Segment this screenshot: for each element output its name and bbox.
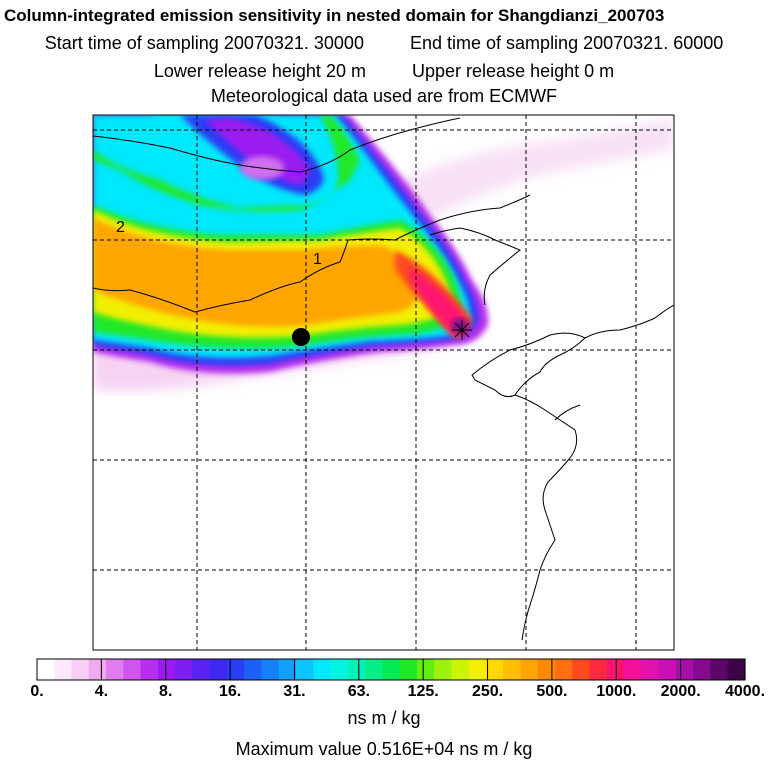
field-band-500: [93, 218, 420, 327]
region-label-1: 1: [313, 251, 322, 268]
colorbar-swatch: [123, 659, 142, 680]
coast-bay: [554, 404, 581, 421]
colorbar-swatch: [520, 659, 539, 680]
maximum-value: 0.516E+04: [366, 739, 455, 759]
colorbar-swatch: [261, 659, 280, 680]
colorbar-swatch: [37, 659, 55, 680]
start-time-label: Start time of sampling: [44, 33, 219, 53]
colorbar-swatch: [209, 659, 228, 680]
sampling-time-line: Start time of sampling 20070321. 30000 E…: [0, 33, 768, 53]
colorbar: [36, 658, 746, 681]
location-dot: [292, 328, 310, 346]
met-data-line: Meteorological data used are from ECMWF: [210, 86, 558, 106]
colorbar-swatch: [693, 659, 712, 680]
colorbar-swatch: [106, 659, 124, 680]
colorbar-swatch: [313, 659, 332, 680]
colorbar-swatch: [157, 659, 176, 680]
field-band-2000: [410, 268, 468, 335]
colorbar-unit: ns m / kg: [347, 708, 421, 728]
colorbar-swatch: [71, 659, 90, 680]
colorbar-swatch: [434, 659, 453, 680]
colorbar-tick-label: 250.: [471, 683, 504, 700]
border-line-3: [429, 227, 521, 306]
colorbar-swatch: [727, 659, 746, 680]
region-label-2: 2: [116, 219, 125, 236]
sensitivity-field: [93, 115, 674, 392]
colorbar-swatch: [88, 659, 107, 680]
upper-height-label: Upper release height: [412, 61, 580, 81]
lower-height-label: Lower release height: [153, 61, 321, 81]
colorbar-tick-label: 4000.: [724, 683, 766, 700]
colorbar-swatch: [244, 659, 263, 680]
colorbar-swatch: [451, 659, 470, 680]
colorbar-swatch: [624, 659, 642, 680]
colorbar-tick-label: 4.: [94, 683, 109, 700]
grid: [93, 115, 674, 650]
colorbar-swatch: [503, 659, 522, 680]
coastlines: [93, 117, 674, 641]
maximum-label: Maximum value: [235, 739, 362, 759]
colorbar-tick-label: 16.: [218, 683, 242, 700]
release-height-line: Lower release height 20 m Upper release …: [0, 61, 768, 81]
colorbar-swatch: [641, 659, 660, 680]
end-time-label: End time of sampling: [410, 33, 579, 53]
colorbar-tick-label: 1000.: [596, 683, 637, 700]
colorbar-swatch: [175, 659, 194, 680]
colorbar-swatch: [416, 659, 435, 680]
chart-title: Column-integrated emission sensitivity i…: [4, 6, 665, 25]
colorbar-tick-label: 63.: [347, 683, 370, 700]
colorbar-swatch: [485, 659, 504, 680]
colorbar-swatch: [54, 659, 73, 680]
colorbar-tick-label: 125.: [407, 683, 439, 700]
colorbar-swatch: [555, 659, 573, 680]
colorbar-swatch: [330, 659, 349, 680]
coast-northeast: [584, 304, 674, 339]
receptor-marker: [452, 320, 472, 340]
colorbar-swatch: [192, 659, 211, 680]
plot-frame: [92, 114, 675, 651]
colorbar-tick-label: 31.: [283, 683, 306, 700]
field-haze-east: [380, 118, 674, 230]
colorbar-swatch: [710, 659, 729, 680]
maximum-value-line: Maximum value 0.516E+04 ns m / kg: [0, 739, 768, 760]
colorbar-swatch: [675, 659, 694, 680]
colorbar-swatch: [572, 659, 591, 680]
colorbar-swatch: [468, 659, 487, 680]
colorbar-swatch: [537, 659, 556, 680]
colorbar-swatch: [347, 659, 366, 680]
lower-height-value: 20 m: [325, 61, 366, 81]
colorbar-swatch: [296, 659, 314, 680]
start-time-value: 20070321. 30000: [223, 33, 364, 53]
upper-height-value: 0 m: [584, 61, 615, 81]
border-line-1: [93, 194, 531, 313]
colorbar-tick-label: 0.: [30, 683, 44, 700]
coast-east: [514, 394, 578, 641]
colorbar-swatch: [365, 659, 383, 680]
colorbar-swatch: [658, 659, 677, 680]
colorbar-swatch: [382, 659, 401, 680]
colorbar-tick-label: 8.: [159, 683, 173, 700]
end-time-value: 20070321. 60000: [583, 33, 724, 53]
maximum-unit: ns m / kg: [459, 739, 533, 759]
peninsula-outline: [471, 332, 586, 398]
colorbar-swatch: [589, 659, 608, 680]
colorbar-swatch: [278, 659, 297, 680]
colorbar-swatch: [399, 659, 418, 680]
colorbar-tick-label: 500.: [536, 683, 568, 700]
colorbar-swatch: [140, 659, 159, 680]
colorbar-tick-label: 2000.: [660, 683, 701, 700]
colorbar-swatch: [226, 659, 245, 680]
